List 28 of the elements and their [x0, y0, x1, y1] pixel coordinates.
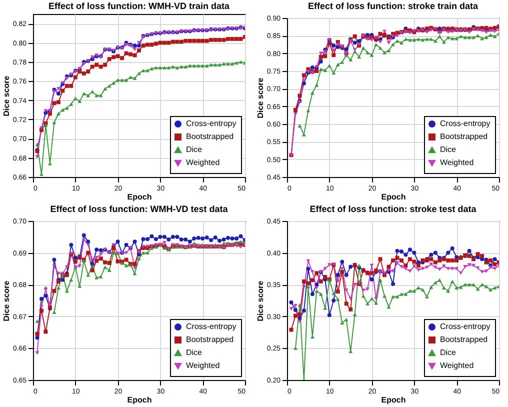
legend-label: Bootstrapped — [186, 132, 234, 141]
y-axis-title: Dice score — [2, 75, 11, 116]
legend-label: Weighted — [440, 361, 474, 370]
legend-label: Dice — [440, 145, 457, 154]
y-axis-title: Dice score — [2, 280, 11, 322]
legend-label: Dice — [186, 348, 203, 357]
x-axis-title: Epoch — [127, 192, 152, 202]
legend-label: Bootstrapped — [186, 335, 234, 344]
chart-title: Effect of loss function: stroke train data — [308, 1, 479, 11]
y-axis-title: Dice score — [256, 280, 265, 322]
legend-label: Cross-entropy — [186, 119, 236, 128]
legend-label: Bootstrapped — [440, 335, 488, 344]
chart-title: Effect of loss function: WMH-VD train data — [48, 1, 230, 11]
legend-label: Cross-entropy — [440, 322, 490, 331]
legend-label: Dice — [186, 145, 203, 154]
x-axis-title: Epoch — [381, 192, 406, 202]
legend-label: Weighted — [186, 158, 220, 167]
legend-label: Cross-entropy — [440, 119, 490, 128]
legend-label: Weighted — [440, 158, 474, 167]
legend-label: Weighted — [186, 361, 220, 370]
x-axis-title: Epoch — [381, 396, 406, 404]
y-axis-title: Dice score — [256, 77, 265, 118]
legend-label: Bootstrapped — [440, 132, 488, 141]
x-axis-title: Epoch — [127, 396, 152, 404]
legend-label: Dice — [440, 348, 457, 357]
chart-title: Effect of loss function: stroke test data — [310, 204, 478, 214]
legend-label: Cross-entropy — [186, 322, 236, 331]
chart-title: Effect of loss function: WMH-VD test data — [50, 204, 229, 214]
